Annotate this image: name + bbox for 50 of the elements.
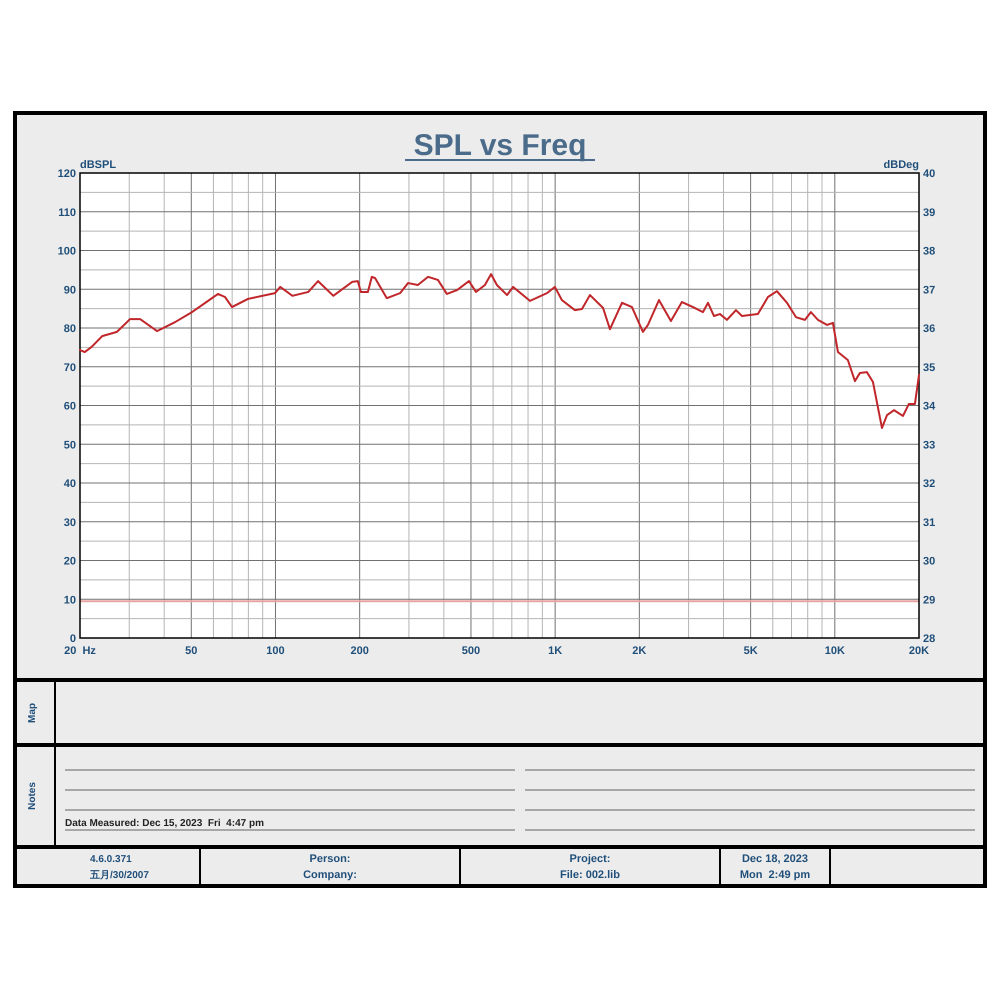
y2-tick-label: 39 bbox=[923, 206, 936, 219]
y2-tick-label: 33 bbox=[923, 439, 936, 452]
text: Map bbox=[27, 703, 38, 723]
text: Mon 2:49 pm bbox=[740, 869, 810, 881]
y-tick-label: 40 bbox=[64, 478, 76, 490]
y2-tick-label: 28 bbox=[923, 633, 936, 645]
y-tick-label: 50 bbox=[64, 439, 76, 452]
text: File: 002.lib bbox=[560, 869, 620, 881]
y-tick-label: 110 bbox=[58, 206, 76, 219]
y2-tick-label: 36 bbox=[923, 323, 936, 335]
y2-tick-label: 35 bbox=[923, 362, 936, 374]
y-tick-label: 30 bbox=[64, 516, 76, 529]
y2-tick-label: 34 bbox=[923, 400, 936, 412]
x-tick-label: 100 bbox=[266, 645, 285, 657]
y2-tick-label: 31 bbox=[923, 516, 936, 529]
y-tick-label: 10 bbox=[64, 594, 76, 606]
y-tick-label: 70 bbox=[64, 362, 76, 374]
y-tick-label: 20 bbox=[64, 556, 76, 568]
y-tick-label: 60 bbox=[64, 400, 76, 412]
x-tick-label: 500 bbox=[462, 645, 480, 657]
y-tick-label: 90 bbox=[64, 284, 76, 296]
y2-axis-title: dBDeg bbox=[884, 159, 919, 171]
x-tick-label: 20 Hz bbox=[64, 645, 96, 657]
y2-tick-label: 30 bbox=[923, 556, 936, 568]
text: Data Measured: Dec 15, 2023 Fri 4:47 pm bbox=[65, 818, 264, 829]
y2-tick-label: 32 bbox=[923, 478, 936, 490]
x-tick-label: 50 bbox=[185, 645, 198, 657]
text: Dec 18, 2023 bbox=[742, 853, 808, 865]
text: Person: bbox=[310, 853, 350, 865]
y2-tick-label: 40 bbox=[923, 168, 936, 180]
text: 4.6.0.371 bbox=[90, 854, 132, 865]
y2-tick-label: 38 bbox=[923, 246, 936, 258]
x-tick-label: 10K bbox=[824, 645, 845, 657]
y-tick-label: 80 bbox=[64, 323, 76, 335]
y-tick-label: 100 bbox=[58, 246, 76, 258]
x-tick-label: 20K bbox=[908, 645, 930, 657]
text: Notes bbox=[27, 782, 38, 810]
x-tick-label: 200 bbox=[350, 645, 369, 657]
y-tick-label: 120 bbox=[58, 168, 76, 180]
y2-tick-label: 37 bbox=[923, 284, 936, 296]
y2-tick-label: 29 bbox=[923, 594, 936, 606]
text: Company: bbox=[303, 869, 357, 881]
text: 五月/30/2007 bbox=[89, 870, 150, 881]
y-tick-label: 0 bbox=[70, 633, 76, 645]
x-tick-label: 5K bbox=[744, 645, 758, 657]
text: Project: bbox=[570, 853, 610, 865]
chart-title: SPL vs Freq bbox=[414, 129, 586, 162]
x-tick-label: 2K bbox=[632, 645, 646, 657]
y-axis-title: dBSPL bbox=[80, 159, 116, 171]
x-tick-label: 1K bbox=[548, 645, 562, 657]
